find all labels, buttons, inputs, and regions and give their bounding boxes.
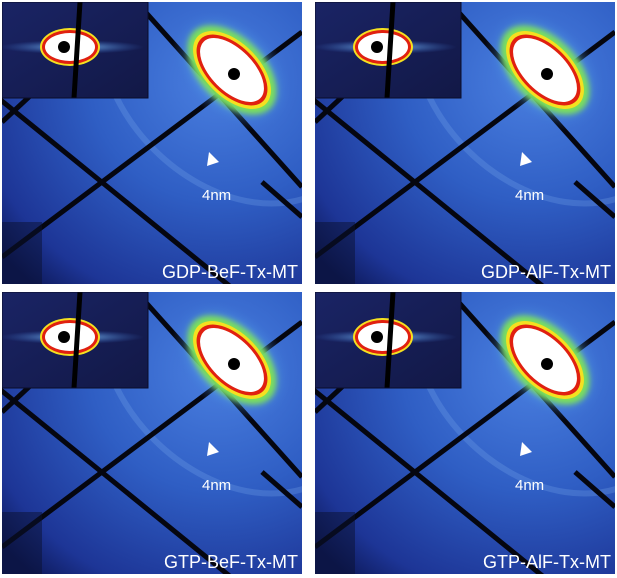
panel-label: GDP-AlF-Tx-MT xyxy=(481,262,611,282)
panel-label: GTP-AlF-Tx-MT xyxy=(483,552,611,572)
arrowhead xyxy=(520,152,532,166)
inset-shadow xyxy=(384,292,396,389)
inset-shadow xyxy=(71,2,83,99)
diffraction-ring xyxy=(410,292,615,497)
corner-shadow xyxy=(315,222,355,284)
annotation: 4nm xyxy=(515,477,544,494)
diffraction-ring xyxy=(97,2,302,207)
inset-beam-stop xyxy=(58,331,70,343)
beam-stop xyxy=(541,358,553,370)
grid-shadow xyxy=(573,180,615,219)
beam-stop xyxy=(541,68,553,80)
grid-shadow xyxy=(2,97,232,284)
panel: 4nm GTP-AlF-Tx-MT xyxy=(315,292,615,574)
panel: 4nm GTP-BeF-Tx-MT xyxy=(2,292,302,574)
panel: 4nm GDP-BeF-Tx-MT xyxy=(2,2,302,284)
pattern-core xyxy=(521,341,565,375)
annotation: 4nm xyxy=(515,187,544,204)
corner-shadow xyxy=(2,512,42,574)
panel-label: GTP-BeF-Tx-MT xyxy=(164,552,298,572)
inset-beam-stop xyxy=(58,41,70,53)
corner-shadow xyxy=(2,222,42,284)
inset-border xyxy=(315,2,462,99)
grid-shadow xyxy=(260,180,302,219)
annotation: 4nm xyxy=(202,187,231,204)
grid-shadow xyxy=(573,470,615,509)
pattern-core xyxy=(208,51,252,85)
inset-border xyxy=(2,292,149,389)
pattern-core xyxy=(521,51,565,85)
beam-stop xyxy=(228,68,240,80)
inset-beam-stop xyxy=(371,331,383,343)
grid-shadow xyxy=(2,387,232,574)
arrowhead xyxy=(207,442,219,456)
beam-stop xyxy=(228,358,240,370)
inset-shadow xyxy=(384,2,396,99)
panel-label: GDP-BeF-Tx-MT xyxy=(162,262,298,282)
inset-shadow xyxy=(71,292,83,389)
inset-border xyxy=(315,292,462,389)
corner-shadow xyxy=(315,512,355,574)
diffraction-ring xyxy=(97,292,302,497)
pattern-core xyxy=(208,341,252,375)
grid-shadow xyxy=(315,97,545,284)
panel: 4nm GDP-AlF-Tx-MT xyxy=(315,2,615,284)
grid-shadow xyxy=(315,387,545,574)
grid-shadow xyxy=(260,470,302,509)
inset-border xyxy=(2,2,149,99)
arrowhead xyxy=(520,442,532,456)
annotation: 4nm xyxy=(202,477,231,494)
diffraction-ring xyxy=(410,2,615,207)
inset-beam-stop xyxy=(371,41,383,53)
arrowhead xyxy=(207,152,219,166)
